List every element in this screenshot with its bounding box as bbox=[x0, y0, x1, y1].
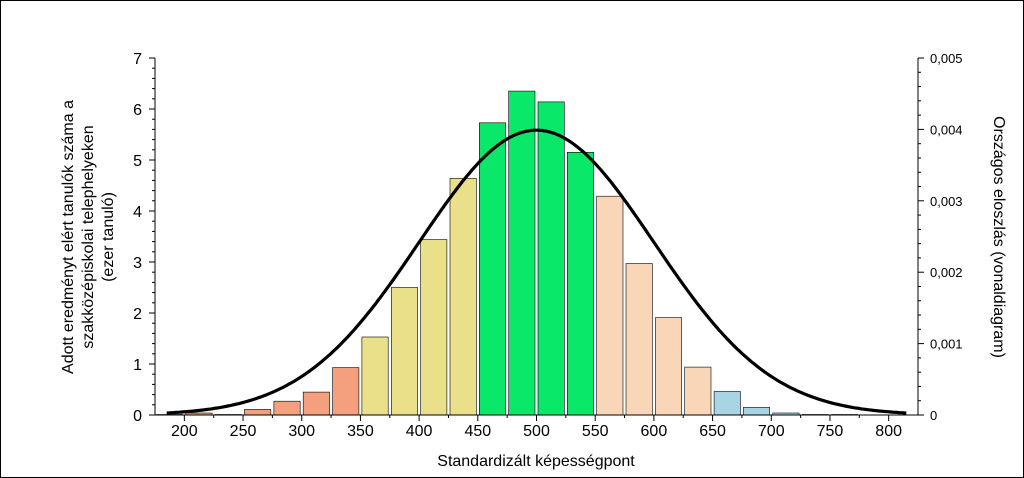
y2-tick-label: 0,001 bbox=[930, 337, 963, 352]
bar-14 bbox=[566, 152, 594, 416]
bar-9 bbox=[420, 239, 448, 416]
y-tick-label: 0 bbox=[133, 408, 142, 425]
bar-16 bbox=[625, 263, 653, 416]
y-axis-title-line-2: szakközépiskolai telephelyeken bbox=[80, 125, 97, 348]
bar-19 bbox=[713, 391, 741, 416]
y-tick-label: 2 bbox=[133, 306, 142, 323]
curve-layer bbox=[166, 128, 907, 415]
distribution-line bbox=[166, 128, 907, 415]
x-tick-label: 450 bbox=[464, 423, 491, 440]
y2-axis-title: Országos eloszlás (vonaldiagram) bbox=[990, 116, 1007, 358]
y-tick-label: 3 bbox=[133, 255, 142, 272]
x-tick-label: 300 bbox=[288, 423, 315, 440]
x-tick-label: 600 bbox=[641, 423, 668, 440]
y2-tick-label: 0,002 bbox=[930, 265, 963, 280]
y-axis-title-line-3: (ezer tanuló) bbox=[100, 192, 117, 282]
bar-4 bbox=[273, 400, 301, 416]
bar-10 bbox=[449, 178, 477, 416]
x-tick-label: 400 bbox=[406, 423, 433, 440]
y2-tick-label: 0,005 bbox=[930, 51, 963, 66]
bar-20 bbox=[743, 407, 771, 416]
bar-6 bbox=[332, 367, 360, 416]
x-tick-label: 350 bbox=[347, 423, 374, 440]
y2-tick-label: 0,004 bbox=[930, 122, 963, 137]
bar-13 bbox=[537, 101, 565, 416]
x-tick-label: 800 bbox=[875, 423, 902, 440]
x-tick-label: 200 bbox=[171, 423, 198, 440]
x-tick-label: 750 bbox=[817, 423, 844, 440]
y-tick-label: 6 bbox=[133, 102, 142, 119]
axes-layer: 0 1 2 3 4 5 6 7 0 0,001 0,002 0,003 0,004 0,005 200 250… bbox=[133, 51, 962, 440]
y-tick-label: 5 bbox=[133, 153, 142, 170]
y-tick-label: 1 bbox=[133, 357, 142, 374]
y-tick-label: 4 bbox=[133, 204, 142, 221]
bar-8 bbox=[390, 287, 418, 416]
bar-12 bbox=[508, 90, 536, 416]
x-tick-label: 250 bbox=[230, 423, 257, 440]
y2-tick-label: 0 bbox=[930, 408, 937, 423]
bar-7 bbox=[361, 336, 389, 416]
bar-18 bbox=[684, 366, 712, 416]
x-tick-label: 650 bbox=[699, 423, 726, 440]
bar-5 bbox=[302, 391, 330, 416]
labels-layer: Standardizált képességpont Országos elos… bbox=[60, 100, 1007, 470]
bars-layer bbox=[156, 90, 859, 416]
bar-17 bbox=[655, 317, 683, 416]
x-tick-label: 500 bbox=[523, 423, 550, 440]
y2-tick-label: 0,003 bbox=[930, 194, 963, 209]
bar-15 bbox=[596, 195, 624, 416]
y-axis-title-line-1: Adott eredményt elért tanulók száma a bbox=[60, 100, 77, 374]
x-axis-title: Standardizált képességpont bbox=[437, 453, 635, 470]
x-tick-label: 550 bbox=[582, 423, 609, 440]
bar-11 bbox=[478, 122, 506, 416]
x-tick-label: 700 bbox=[758, 423, 785, 440]
y-tick-label: 7 bbox=[133, 51, 142, 68]
bar-3 bbox=[244, 409, 272, 416]
